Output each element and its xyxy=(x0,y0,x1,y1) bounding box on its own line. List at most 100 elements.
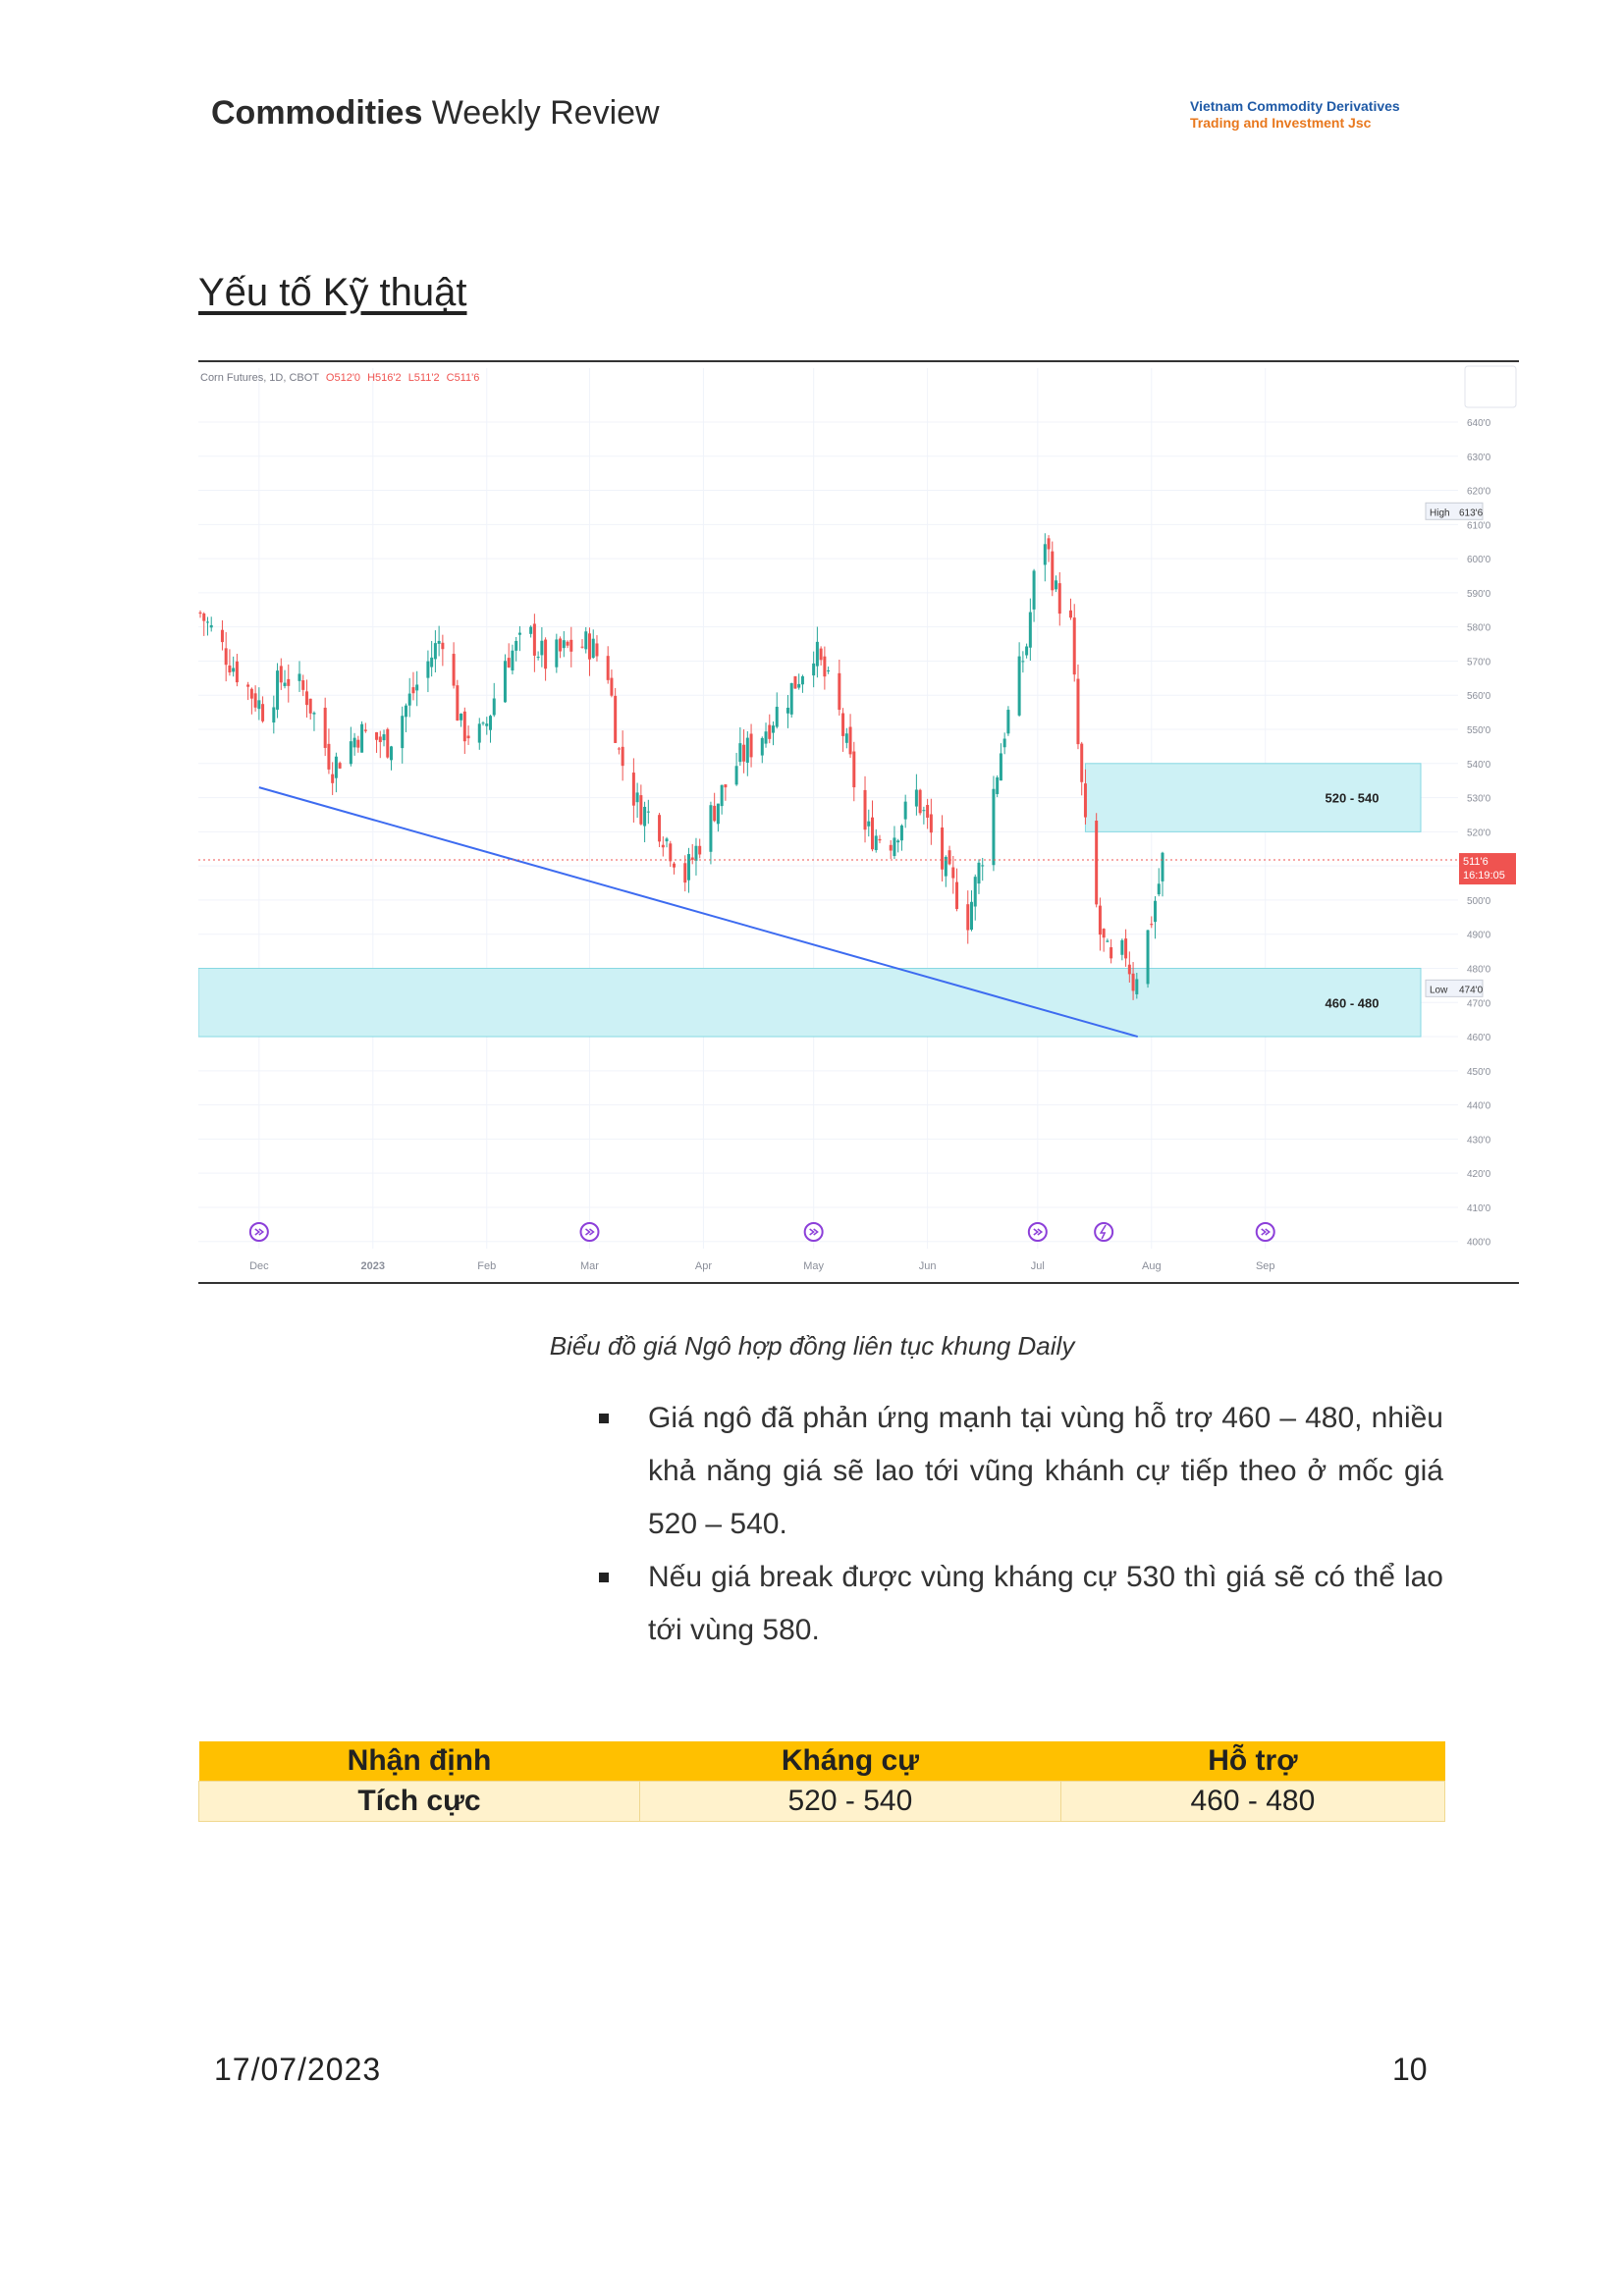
candle xyxy=(610,677,614,696)
x-axis: Dec 2023 Feb Mar Apr May Jun Jul Aug Sep xyxy=(249,1260,1274,1272)
y-tick-label: 500'0 xyxy=(1467,896,1491,907)
candle xyxy=(1110,946,1113,959)
earnings-icon xyxy=(1094,1222,1114,1242)
candle xyxy=(349,741,352,765)
candles xyxy=(198,533,1164,1000)
candle xyxy=(279,666,283,683)
last-price-tag: 511'6 16:19:05 xyxy=(1459,853,1516,885)
y-axis: 640'0 630'0 620'0 610'0 600'0 590'0 580'0 570'0… xyxy=(1467,418,1491,1249)
candle xyxy=(360,723,364,753)
candle xyxy=(232,667,236,672)
candle xyxy=(606,656,610,680)
y-tick-label: 560'0 xyxy=(1467,691,1491,702)
candle xyxy=(595,643,599,657)
candle xyxy=(764,731,768,744)
candle xyxy=(283,682,287,686)
candle xyxy=(871,817,875,850)
lightning-icon xyxy=(1099,1224,1107,1240)
y-tick-label: 460'0 xyxy=(1467,1033,1491,1043)
candle xyxy=(401,716,405,749)
candle xyxy=(1055,580,1058,590)
candle xyxy=(841,713,845,736)
company-name-line2: Trading and Investment Jsc xyxy=(1190,115,1372,131)
candle xyxy=(852,751,856,788)
candle xyxy=(716,803,720,825)
high-badge-label: High xyxy=(1430,507,1450,518)
scale-settings-button[interactable] xyxy=(1464,365,1517,408)
candle xyxy=(390,746,394,761)
bullet-text: Giá ngô đã phản ứng mạnh tại vùng hỗ trợ… xyxy=(648,1402,1443,1540)
page-number: 10 xyxy=(1392,2052,1428,2087)
trendline-group xyxy=(258,786,1139,1039)
chevron-right-icon xyxy=(1033,1228,1044,1236)
candle xyxy=(669,843,673,862)
y-tick-label: 400'0 xyxy=(1467,1238,1491,1249)
candle xyxy=(1150,924,1154,926)
x-tick-label: Jun xyxy=(919,1260,937,1272)
candle xyxy=(559,638,563,652)
candle xyxy=(797,683,801,688)
candle xyxy=(903,801,907,820)
candle xyxy=(511,650,514,671)
report-title-bold: Commodities xyxy=(211,94,423,132)
candle xyxy=(981,865,985,867)
candle xyxy=(334,756,338,778)
y-tick-label: 640'0 xyxy=(1467,418,1491,429)
candle xyxy=(375,731,379,740)
candle xyxy=(1083,783,1087,818)
candle xyxy=(745,737,749,763)
candle xyxy=(441,642,445,650)
candle xyxy=(327,743,331,770)
bar-countdown: 16:19:05 xyxy=(1463,870,1505,881)
candle xyxy=(631,773,635,806)
legend-open: O512'0 xyxy=(326,372,360,384)
y-tick-label: 490'0 xyxy=(1467,931,1491,941)
candle xyxy=(352,737,356,748)
candle xyxy=(426,661,430,678)
candle xyxy=(514,640,518,651)
candle xyxy=(713,805,717,822)
candle xyxy=(407,693,411,706)
low-badge-box xyxy=(1425,979,1484,997)
footer-date: 17/07/2023 xyxy=(214,2052,382,2087)
candle xyxy=(202,614,206,621)
candle xyxy=(1028,612,1032,648)
chevron-right-icon xyxy=(585,1228,595,1236)
candle xyxy=(1072,617,1076,675)
resistance-zone xyxy=(1084,763,1422,832)
chevron-right-icon xyxy=(809,1228,819,1236)
y-tick-label: 630'0 xyxy=(1467,453,1491,463)
legend-high: H516'2 xyxy=(367,372,402,384)
legend-symbol: Corn Futures, 1D, CBOT xyxy=(200,372,319,384)
legend-low: L511'2 xyxy=(408,372,440,384)
candle xyxy=(430,657,434,667)
support-zone xyxy=(198,967,1422,1038)
candle xyxy=(1076,678,1080,745)
candle xyxy=(793,675,797,689)
candle xyxy=(941,828,945,870)
candle xyxy=(1127,964,1131,975)
candle xyxy=(1047,538,1051,550)
candle xyxy=(261,704,265,721)
candle xyxy=(1102,929,1106,938)
candle xyxy=(1025,646,1029,656)
candle xyxy=(635,792,639,803)
company-name-line1: Vietnam Commodity Derivatives xyxy=(1190,98,1400,114)
candle xyxy=(1032,570,1036,610)
candle xyxy=(1095,821,1099,905)
candle xyxy=(1057,583,1061,614)
last-price-tag-box xyxy=(1459,853,1516,885)
y-tick-label: 440'0 xyxy=(1467,1101,1491,1112)
candle xyxy=(312,713,316,715)
x-tick-label: Jul xyxy=(1031,1260,1045,1272)
chevron-right-icon xyxy=(1261,1228,1271,1236)
candle xyxy=(734,766,738,785)
high-badge-value: 613'6 xyxy=(1459,507,1484,518)
candle xyxy=(1154,900,1158,923)
candle xyxy=(272,707,276,723)
candle xyxy=(304,691,308,706)
candle xyxy=(1017,656,1021,716)
y-tick-label: 430'0 xyxy=(1467,1135,1491,1146)
trendline xyxy=(258,786,1139,1039)
candle xyxy=(331,774,335,783)
